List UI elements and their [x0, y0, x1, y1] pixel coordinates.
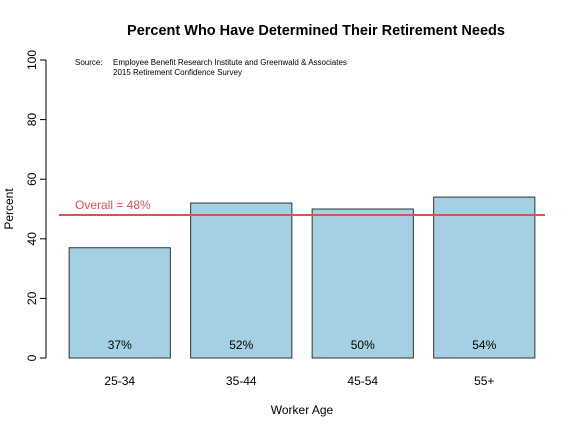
x-axis-label: Worker Age — [271, 403, 334, 417]
bar — [433, 196, 536, 359]
bar — [311, 208, 414, 359]
y-axis-label: Percent — [2, 188, 16, 230]
bars: 37% 52% 50% 54% — [68, 196, 536, 359]
y-tick-label: 20 — [25, 291, 39, 305]
bar-value-label: 50% — [351, 338, 375, 352]
bar-value-label: 54% — [472, 338, 496, 352]
overall-label: Overall = 48% — [75, 198, 151, 212]
y-tick-label: 80 — [25, 113, 39, 127]
chart-title: Percent Who Have Determined Their Retire… — [127, 23, 505, 39]
y-tick-label: 100 — [25, 50, 39, 70]
bar-value-label: 52% — [229, 338, 253, 352]
bar — [68, 247, 171, 359]
x-tick-label: 25-34 — [104, 374, 135, 388]
y-tick-label: 40 — [25, 232, 39, 246]
x-tick-label: 35-44 — [226, 374, 257, 388]
bar — [190, 202, 293, 359]
x-tick-label: 45-54 — [347, 374, 378, 388]
x-axis-ticks: 25-34 35-44 45-54 55+ — [104, 374, 494, 388]
y-tick-label: 60 — [25, 172, 39, 186]
y-axis: 0 20 40 60 80 100 — [25, 50, 47, 361]
y-tick-label: 0 — [25, 354, 39, 361]
x-tick-label: 55+ — [474, 374, 494, 388]
bar-value-label: 37% — [108, 338, 132, 352]
source-line-2: 2015 Retirement Confidence Survey — [113, 68, 242, 77]
source-line-1: Employee Benefit Research Institute and … — [113, 58, 347, 67]
source-prefix: Source: — [75, 58, 103, 67]
overall-reference: Overall = 48% — [59, 198, 545, 216]
